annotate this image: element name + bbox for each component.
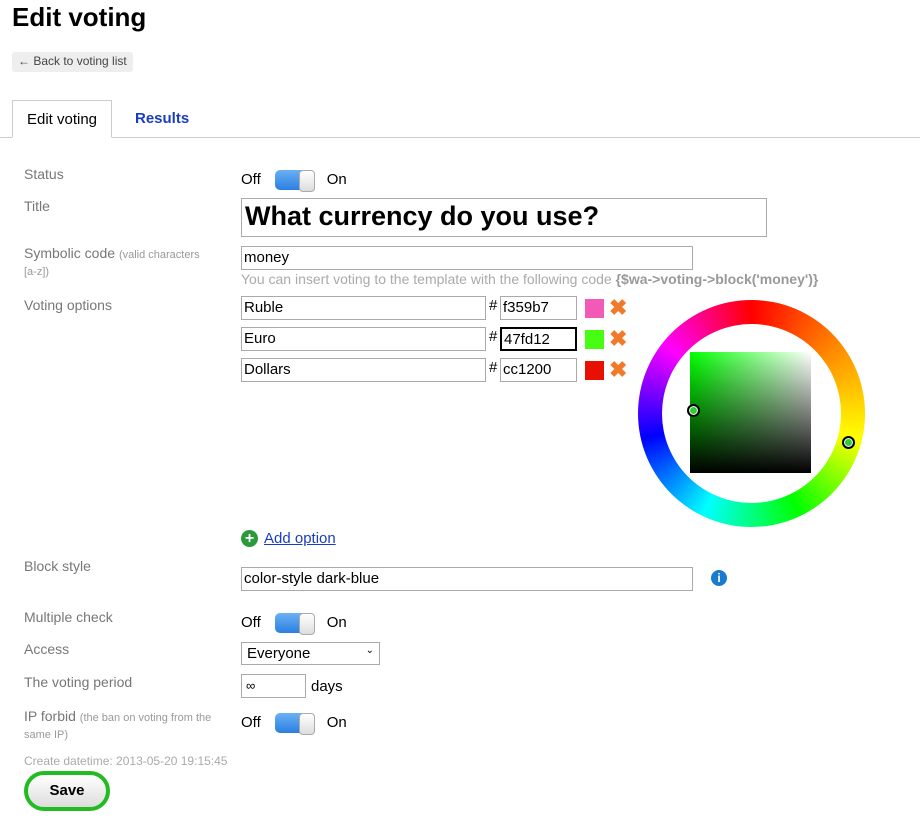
- symbolic-code-text: Symbolic code: [24, 245, 116, 261]
- on-label: On: [326, 713, 347, 731]
- toggle-switch[interactable]: [274, 170, 315, 192]
- option-name-input[interactable]: Ruble: [241, 296, 486, 320]
- off-label: Off: [241, 713, 261, 731]
- symbolic-code-input[interactable]: money: [241, 246, 693, 270]
- hash-sign: #: [489, 359, 498, 376]
- multiple-check-label: Multiple check: [24, 609, 113, 625]
- toggle-switch[interactable]: [274, 613, 315, 635]
- tab-divider: [0, 137, 920, 138]
- option-color-input[interactable]: f359b7: [500, 296, 577, 320]
- code-hint: You can insert voting to the template wi…: [241, 271, 818, 287]
- ip-forbid-toggle[interactable]: Off On: [241, 713, 347, 735]
- access-label: Access: [24, 641, 70, 657]
- add-icon[interactable]: +: [241, 530, 258, 547]
- hash-sign: #: [489, 328, 498, 345]
- delete-icon[interactable]: ✖: [609, 357, 628, 382]
- page-title: Edit voting: [12, 2, 147, 32]
- hint-code: {$wa->voting->block('money')}: [615, 271, 819, 287]
- on-label: On: [326, 170, 347, 188]
- color-swatch[interactable]: [585, 299, 604, 318]
- hint-text: You can insert voting to the template wi…: [241, 271, 612, 287]
- hash-sign: #: [489, 297, 498, 314]
- ip-forbid-note: (the ban on voting from the same IP): [24, 712, 212, 741]
- chevron-down-icon: ⌄: [365, 645, 374, 656]
- off-label: Off: [241, 170, 261, 188]
- option-name-input[interactable]: Dollars: [241, 358, 486, 382]
- access-select[interactable]: Everyone ⌄: [241, 642, 380, 665]
- symbolic-code-note: (valid characters [a-z]): [24, 249, 200, 278]
- option-color-input[interactable]: cc1200: [500, 358, 577, 382]
- block-style-label: Block style: [24, 558, 91, 574]
- delete-icon[interactable]: ✖: [609, 326, 628, 351]
- on-label: On: [326, 613, 347, 631]
- ip-forbid-text: IP forbid: [24, 708, 76, 724]
- hue-marker[interactable]: [842, 436, 855, 449]
- title-label: Title: [24, 198, 50, 214]
- back-button[interactable]: ← Back to voting list: [12, 52, 133, 72]
- add-option-link[interactable]: Add option: [264, 530, 336, 547]
- option-name-input[interactable]: Euro: [241, 327, 486, 351]
- option-color-input[interactable]: 47fd12: [500, 327, 577, 351]
- status-label: Status: [24, 166, 64, 182]
- create-datetime: Create datetime: 2013-05-20 19:15:45: [24, 754, 228, 768]
- days-unit: days: [311, 678, 343, 695]
- off-label: Off: [241, 613, 261, 631]
- multiple-check-toggle[interactable]: Off On: [241, 613, 347, 635]
- tab-results[interactable]: Results: [135, 110, 190, 127]
- access-value: Everyone: [247, 645, 311, 662]
- status-toggle[interactable]: Off On: [241, 170, 347, 192]
- voting-period-label: The voting period: [24, 674, 133, 690]
- title-input[interactable]: What currency do you use?: [241, 198, 767, 237]
- color-picker-saturation-square[interactable]: [690, 352, 811, 473]
- block-style-input[interactable]: color-style dark-blue: [241, 567, 693, 591]
- voting-options-label: Voting options: [24, 297, 112, 313]
- symbolic-code-label: Symbolic code (valid characters [a-z]): [24, 246, 204, 280]
- color-swatch[interactable]: [585, 330, 604, 349]
- voting-period-input[interactable]: ∞: [241, 674, 306, 698]
- save-button[interactable]: Save: [24, 771, 110, 811]
- info-icon[interactable]: i: [711, 570, 727, 586]
- delete-icon[interactable]: ✖: [609, 295, 628, 320]
- ip-forbid-label: IP forbid (the ban on voting from the sa…: [24, 709, 214, 743]
- saturation-marker[interactable]: [687, 404, 700, 417]
- color-swatch[interactable]: [585, 361, 604, 380]
- tab-edit-voting[interactable]: Edit voting: [12, 100, 112, 138]
- toggle-switch[interactable]: [274, 713, 315, 735]
